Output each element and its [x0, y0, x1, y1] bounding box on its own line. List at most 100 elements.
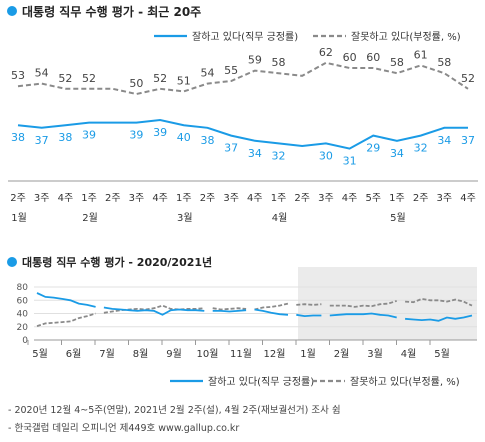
data-label-approve: 32	[272, 149, 286, 162]
chart2-legend-approve-label: 잘하고 있다(직무 긍정률)	[208, 375, 314, 388]
data-label-approve: 29	[366, 142, 380, 155]
y-tick-label: 0	[22, 336, 28, 346]
month-label: 4월	[272, 212, 288, 224]
data-label-disapprove: 62	[319, 46, 333, 59]
data-label-disapprove: 52	[82, 72, 96, 85]
chart1-title: 대통령 직무 수행 평가 - 최근 20주	[22, 4, 201, 19]
data-label-disapprove: 52	[153, 72, 167, 85]
y-tick-label: 40	[17, 310, 29, 320]
chart1-legend-approve-label: 잘하고 있다(직무 긍정률)	[192, 30, 298, 43]
footnote-source: - 한국갤럽 데일리 오피니언 제449호 www.gallup.co.kr	[8, 423, 240, 434]
data-label-approve: 39	[153, 126, 167, 139]
data-label-disapprove: 51	[177, 74, 191, 87]
x-tick-label: 4주	[58, 193, 74, 204]
x-tick-label: 9월	[166, 348, 182, 360]
data-label-approve: 38	[11, 131, 25, 144]
x-tick-label: 1주	[176, 193, 192, 204]
data-label-disapprove: 58	[437, 56, 451, 69]
series-line-approve	[296, 313, 322, 318]
x-tick-label: 2주	[200, 193, 216, 204]
series-line-disapprove	[405, 297, 473, 307]
x-tick-label: 3주	[437, 193, 453, 204]
series-line-disapprove	[254, 302, 289, 311]
data-label-approve: 34	[248, 147, 262, 160]
x-tick-label: 3주	[223, 193, 239, 204]
data-label-approve: 30	[319, 149, 333, 162]
x-tick-label: 3주	[318, 193, 334, 204]
highlight-band	[298, 267, 477, 340]
data-label-disapprove: 50	[129, 77, 143, 90]
x-tick-label: 6월	[66, 348, 82, 360]
series-line-disapprove	[296, 303, 322, 306]
series-line-approve	[405, 314, 473, 322]
data-label-approve: 31	[343, 155, 357, 168]
x-tick-label: 2주	[10, 193, 26, 204]
x-tick-label: 10월	[197, 348, 219, 360]
data-label-disapprove: 52	[58, 72, 72, 85]
data-label-disapprove: 55	[224, 64, 238, 77]
x-tick-label: 4월	[401, 348, 417, 360]
title-bullet-icon	[7, 257, 17, 267]
data-label-disapprove: 58	[390, 56, 404, 69]
x-tick-label: 5월	[434, 348, 450, 360]
data-label-approve: 38	[58, 131, 72, 144]
data-label-disapprove: 61	[414, 48, 428, 61]
data-label-disapprove: 58	[272, 56, 286, 69]
data-label-disapprove: 53	[11, 69, 25, 82]
y-tick-label: 80	[17, 283, 29, 293]
data-label-approve: 37	[35, 134, 49, 147]
data-label-disapprove: 54	[35, 67, 49, 80]
series-line-disapprove	[103, 304, 205, 314]
x-tick-label: 1주	[389, 193, 405, 204]
x-tick-label: 2월	[334, 348, 350, 360]
x-tick-label: 3주	[129, 193, 145, 204]
month-label: 2월	[82, 212, 98, 224]
series-line-approve	[212, 309, 247, 313]
data-label-disapprove: 54	[200, 67, 214, 80]
data-label-approve: 39	[82, 129, 96, 142]
x-tick-label: 3월	[367, 348, 383, 360]
data-label-approve: 39	[129, 129, 143, 142]
x-tick-label: 4주	[152, 193, 168, 204]
x-tick-label: 2주	[413, 193, 429, 204]
x-tick-label: 12월	[264, 348, 286, 360]
series-line-approve	[17, 118, 468, 150]
series-line-approve	[254, 308, 289, 316]
x-tick-label: 1월	[300, 348, 316, 360]
y-tick-label: 60	[17, 296, 29, 306]
chart2-title: 대통령 직무 수행 평가 - 2020/2021년	[22, 255, 212, 269]
series-line-disapprove	[212, 307, 247, 311]
data-label-approve: 40	[177, 131, 191, 144]
series-line-disapprove	[17, 61, 469, 96]
x-tick-label: 4주	[342, 193, 358, 204]
x-tick-label: 4주	[460, 193, 476, 204]
x-tick-label: 4주	[247, 193, 263, 204]
data-label-approve: 32	[414, 142, 428, 155]
month-label: 1월	[11, 212, 27, 224]
y-tick-label: 20	[17, 323, 29, 333]
x-tick-label: 2주	[105, 193, 121, 204]
x-tick-label: 5주	[365, 193, 381, 204]
x-tick-label: 5월	[32, 348, 48, 360]
x-tick-label: 1주	[271, 193, 287, 204]
x-tick-label: 8월	[133, 348, 149, 360]
x-tick-label: 11월	[230, 348, 252, 360]
month-label: 3월	[177, 212, 193, 224]
data-label-approve: 37	[461, 134, 475, 147]
data-label-approve: 34	[437, 134, 451, 147]
series-line-approve	[103, 306, 205, 316]
series-line-approve	[329, 312, 397, 319]
x-tick-label: 7월	[99, 348, 115, 360]
chart2-legend-disapprove-label: 잘못하고 있다(부정률, %)	[350, 375, 460, 388]
month-label: 5월	[390, 212, 406, 224]
x-tick-label: 1주	[81, 193, 97, 204]
data-label-approve: 37	[224, 142, 238, 155]
data-label-approve: 34	[390, 147, 404, 160]
data-label-disapprove: 60	[366, 51, 380, 64]
footnote-survey-gaps: - 2020년 12월 4~5주(연말), 2021년 2월 2주(설), 4월…	[8, 405, 341, 416]
data-label-approve: 38	[200, 134, 214, 147]
x-tick-label: 2주	[294, 193, 310, 204]
series-line-disapprove	[36, 312, 96, 327]
